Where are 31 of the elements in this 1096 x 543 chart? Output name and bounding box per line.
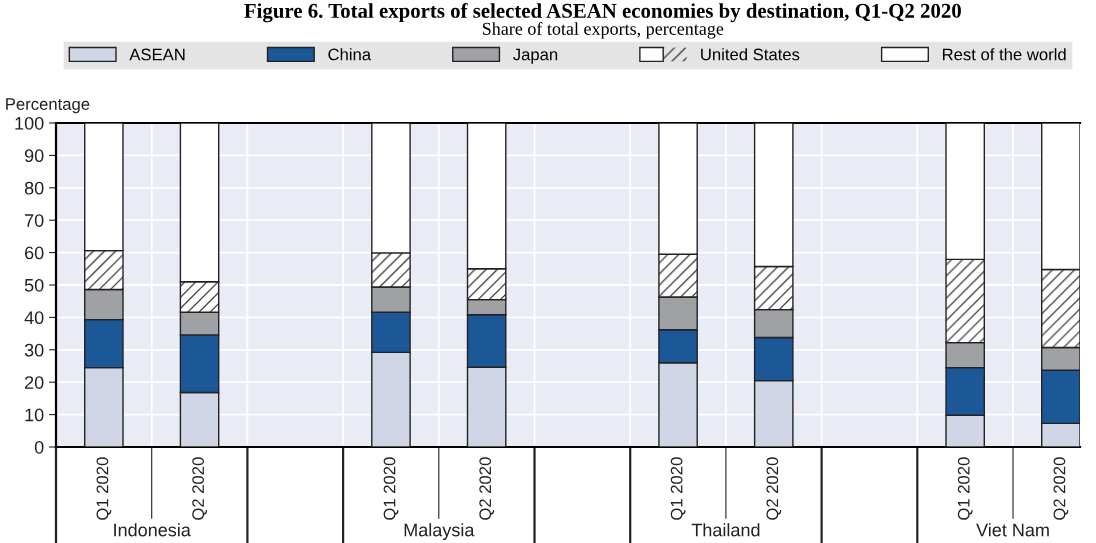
- y-tick-label: 80: [24, 181, 44, 195]
- y-tick-label: 90: [24, 149, 44, 163]
- y-tick-label: 0: [34, 440, 44, 454]
- x-tick-label: Q1 2020: [383, 457, 399, 520]
- y-tick-label: 100: [15, 116, 44, 130]
- x-tick-label: Q1 2020: [96, 457, 112, 520]
- x-tick-label: Q2 2020: [1053, 457, 1069, 520]
- chart-title: Figure 6. Total exports of selected ASEAN economies by destination, Q1-Q2 2020: [244, 3, 961, 23]
- legend-label: Japan: [513, 48, 558, 64]
- x-tick-label: Q1 2020: [670, 457, 686, 520]
- chart-subtitle: Share of total exports, percentage: [482, 22, 724, 39]
- x-tick-label: Q2 2020: [192, 457, 208, 520]
- legend-label: ASEAN: [129, 48, 185, 61]
- y-tick-label: 60: [25, 246, 44, 260]
- x-tick-label: Q1 2020: [957, 457, 973, 520]
- x-tick-label: Q2 2020: [766, 457, 782, 520]
- y-tick-label: 10: [25, 408, 44, 422]
- y-tick-label: 70: [25, 214, 44, 227]
- text: Malaysia: [404, 523, 475, 540]
- x-tick-label: Q2 2020: [479, 457, 495, 520]
- text: Thailand: [691, 523, 760, 537]
- text: Indonesia: [114, 523, 191, 537]
- legend-label: United States: [701, 48, 800, 61]
- legend-label: China: [328, 48, 372, 61]
- y-tick-label: 20: [25, 376, 44, 389]
- y-tick-label: 50: [24, 278, 44, 292]
- y-tick-label: 40: [24, 311, 44, 325]
- text: Viet Nam: [976, 523, 1049, 537]
- y-tick-label: 30: [24, 343, 44, 357]
- legend-label: Rest of the world: [942, 48, 1066, 61]
- y-axis-title: Percentage: [6, 98, 90, 114]
